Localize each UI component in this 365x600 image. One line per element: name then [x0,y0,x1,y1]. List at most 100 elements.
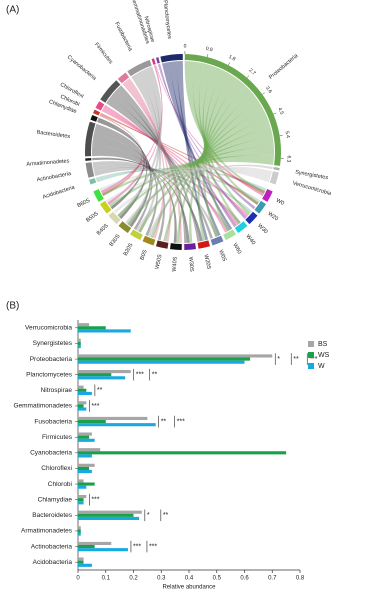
group-label: Synergistetes [295,170,329,182]
bar [78,548,128,552]
ribbon [127,126,273,226]
y-tick-label: Actinobacteria [31,543,73,550]
ribbon [117,136,274,218]
sample-arc [129,229,143,241]
scale-tick [228,62,230,66]
group-label: Verrucomicrobia [292,180,333,197]
bar [78,391,92,395]
x-tick-label: 0.6 [240,576,249,582]
bar [78,557,84,561]
bar [78,329,131,333]
ribbon [192,61,259,205]
significance-label: *** [133,543,141,550]
y-tick-label: Verrucomicrobia [25,325,72,332]
sample-label: W0 [275,198,285,207]
bar [78,432,92,436]
group-arc [127,59,152,77]
bar [78,407,87,411]
scale-tick-label: 4.5 [276,107,284,116]
significance-label: *** [91,403,99,410]
sample-label: W30 [256,223,268,235]
sample-label: W40 [244,234,256,247]
sample-arc [100,200,112,214]
x-tick-label: 0.1 [102,576,111,582]
ribbon [184,61,266,194]
group-arc [85,121,96,157]
sample-arc [254,200,266,214]
ribbon [131,72,162,233]
bar [78,560,84,564]
x-tick-label: 0 [76,576,80,582]
legend-label: BS [318,341,328,348]
panel-label: (A) [6,5,19,16]
ribbon [125,165,273,225]
ribbon [203,69,231,232]
group-label: Actinobacteria [36,171,72,184]
bar [78,513,134,517]
y-tick-label: Chlorobi [48,481,72,488]
bar [78,354,273,358]
bar [78,526,81,530]
sample-label: B30S [109,233,122,248]
scale-tick-label: 1.8 [227,54,236,63]
sample-arc [234,221,248,234]
scale-tick-label: 3.6 [264,85,273,94]
bar [78,470,92,474]
legend-swatch [308,352,314,358]
bar [78,451,287,455]
bar [78,341,81,345]
sample-label: B20S [123,242,135,257]
group-arc [155,57,160,64]
sample-arc [262,189,273,202]
bar [78,501,84,505]
ribbon [124,80,172,242]
ribbon [98,117,145,210]
bar [78,463,95,467]
bar [78,454,92,458]
bar [78,495,87,499]
bar [78,545,95,549]
bar [78,541,112,545]
ribbon [175,61,209,241]
sample-arc [169,243,182,250]
bar [78,401,87,405]
y-tick-label: Planctomycetes [26,371,73,378]
significance-label: ** [152,372,158,379]
ribbon [99,113,266,194]
legend-swatch [308,341,314,347]
ribbon [92,134,158,236]
group-arc [85,162,95,178]
y-tick-label: Gemmatimonadetes [13,403,72,410]
sample-arc [184,243,197,250]
sample-label: W20S [202,254,211,270]
x-tick-label: 0.8 [296,576,305,582]
group-arc [89,178,97,185]
scale-tick-label: 0.9 [205,46,213,54]
ribbon [102,155,274,196]
significance-label: *** [177,418,185,425]
scale-tick [246,75,250,78]
sample-arc [108,211,121,225]
ribbons [92,61,274,243]
sample-label: W50S [154,254,163,270]
group-arc [93,109,101,116]
x-tick-label: 0.2 [129,576,138,582]
group-label: Planctomycetes [162,0,173,39]
group-arc [117,72,130,84]
significance-label: ** [293,356,299,363]
bar [78,498,84,502]
significance-label: ** [163,512,169,519]
sample-arc [210,235,224,246]
ribbon [99,114,143,196]
group-label: Fusobacteria [113,21,133,53]
significance-label: * [147,512,150,519]
bar [78,385,84,389]
bar [78,420,106,424]
sample-label: W0S [217,249,227,263]
y-tick-label: Nitrospirae [41,387,73,394]
bar [78,423,156,427]
ribbon [105,167,272,203]
bar [78,360,245,364]
x-tick-label: 0.5 [213,576,222,582]
legend-label: W [318,363,325,370]
